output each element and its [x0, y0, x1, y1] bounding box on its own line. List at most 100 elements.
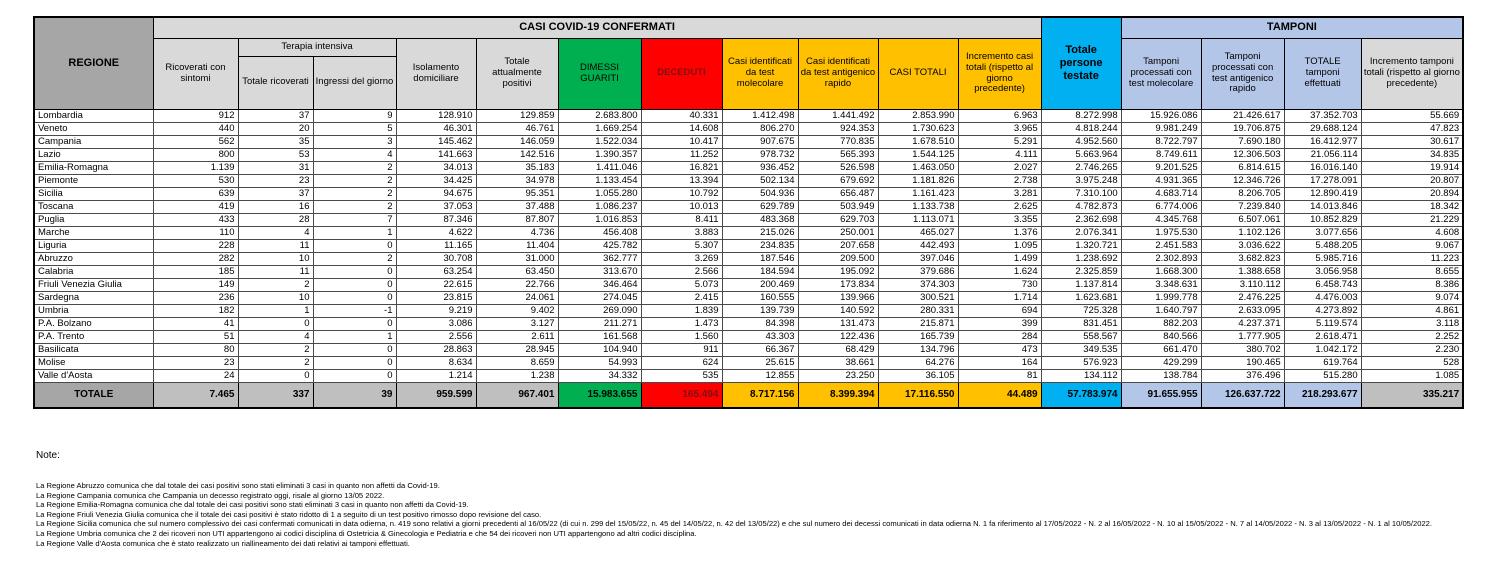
value-cell: 967.401 — [475, 381, 559, 409]
value-cell: 2 — [237, 277, 314, 292]
table-row: P.A. Trento 51 4 1 2.556 2.611 161.568 1.560 43.… — [33, 329, 1464, 344]
value-cell: 526.598 — [797, 160, 879, 175]
value-cell: 907.675 — [721, 134, 799, 149]
region-cell: Umbria — [33, 303, 154, 318]
value-cell: 22.615 — [395, 277, 477, 292]
value-cell: 978.732 — [721, 147, 799, 162]
value-cell: 1.560 — [640, 329, 723, 344]
value-cell: 14.608 — [640, 121, 723, 136]
value-cell: 7.310.100 — [1040, 186, 1122, 201]
covid-report-table: REGIONE CASI COVID-19 CONFERMATI Totale … — [33, 16, 1465, 409]
value-cell: 17.278.091 — [1283, 173, 1362, 188]
value-cell: 24 — [152, 368, 239, 383]
value-cell: 2.618.471 — [1283, 329, 1362, 344]
value-cell: 1.473 — [640, 316, 723, 331]
value-cell: 8.399.394 — [797, 381, 879, 409]
value-cell: 1.320.721 — [1040, 238, 1122, 253]
value-cell: 1.390.357 — [557, 147, 642, 162]
note-line: La Regione Umbria comunica che 2 dei ric… — [36, 528, 697, 538]
note-line: La Regione Sicilia comunica che sul nume… — [36, 519, 1433, 529]
value-cell: 624 — [640, 355, 723, 370]
value-cell: 10.792 — [640, 186, 723, 201]
value-cell: 39 — [312, 381, 397, 409]
value-cell: 2 — [312, 199, 397, 214]
value-cell: 3.077.656 — [1283, 225, 1362, 240]
value-cell: 362.777 — [557, 251, 642, 266]
value-cell: 2.625 — [957, 199, 1042, 214]
region-cell: Piemonte — [33, 173, 154, 188]
value-cell: 80 — [152, 342, 239, 357]
value-cell: 146.059 — [475, 134, 559, 149]
value-cell: 24.061 — [475, 290, 559, 305]
table-row: Sicilia 639 37 2 94.675 95.351 1.055.280 10.792… — [33, 186, 1464, 201]
value-cell: 1.463.050 — [877, 160, 959, 175]
value-cell: 6.963 — [957, 108, 1042, 123]
region-cell: P.A. Bolzano — [33, 316, 154, 331]
value-cell: 41 — [152, 316, 239, 331]
notes-section: Note: La Regione Abruzzo comunica che da… — [36, 450, 1474, 548]
value-cell: 0 — [312, 316, 397, 331]
value-cell: 139.966 — [797, 290, 879, 305]
value-cell: 4.861 — [1360, 303, 1464, 318]
value-cell: 0 — [312, 264, 397, 279]
table-row: Lazio 800 53 4 141.663 142.516 1.390.357 11.252… — [33, 147, 1464, 162]
notes-list: La Regione Abruzzo comunica che dal tota… — [36, 481, 1474, 548]
value-cell: 4.273.892 — [1283, 303, 1362, 318]
value-cell: 165.739 — [877, 329, 959, 344]
value-cell: 131.473 — [797, 316, 879, 331]
value-cell: 0 — [237, 368, 314, 383]
value-cell: 20 — [237, 121, 314, 136]
value-cell: 66.367 — [721, 342, 799, 357]
value-cell: 3.348.631 — [1120, 277, 1202, 292]
value-cell: 535 — [640, 368, 723, 383]
value-cell: 2.738 — [957, 173, 1042, 188]
table-row: Liguria 228 11 0 11.165 11.404 425.782 5.307 234… — [33, 238, 1464, 253]
value-cell: 619.764 — [1283, 355, 1362, 370]
value-cell: 2 — [312, 251, 397, 266]
value-cell: 959.599 — [395, 381, 477, 409]
value-cell: 0 — [312, 277, 397, 292]
value-cell: 149 — [152, 277, 239, 292]
value-cell: 335.217 — [1360, 381, 1464, 409]
value-cell: 8.655 — [1360, 264, 1464, 279]
value-cell: 8.749.611 — [1120, 147, 1202, 162]
value-cell: 565.393 — [797, 147, 879, 162]
value-cell: 1.016.853 — [557, 212, 642, 227]
value-cell: 190.465 — [1200, 355, 1285, 370]
value-cell: 1.133.738 — [877, 199, 959, 214]
region-cell: Sicilia — [33, 186, 154, 201]
value-cell: 8.411 — [640, 212, 723, 227]
value-cell: 1.086.237 — [557, 199, 642, 214]
value-cell: 3.110.112 — [1200, 277, 1285, 292]
value-cell: 21.229 — [1360, 212, 1464, 227]
value-cell: 1.412.498 — [721, 108, 799, 123]
value-cell: 576.923 — [1040, 355, 1122, 370]
value-cell: 19.914 — [1360, 160, 1464, 175]
value-cell: 211.271 — [557, 316, 642, 331]
value-cell: 91.655.955 — [1120, 381, 1202, 409]
value-cell: 11.223 — [1360, 251, 1464, 266]
value-cell: 4.345.768 — [1120, 212, 1202, 227]
value-cell: 16.016.140 — [1283, 160, 1362, 175]
value-cell: 2.476.225 — [1200, 290, 1285, 305]
value-cell: 9.219 — [395, 303, 477, 318]
header-incremento-tamponi: Incremento tamponi totali (rispetto al g… — [1360, 37, 1464, 110]
value-cell: 1.055.280 — [557, 186, 642, 201]
header-incremento-casi-totali: Incremento casi totali (rispetto al gior… — [957, 37, 1042, 110]
band-casi-covid-confermati: CASI COVID-19 CONFERMATI — [152, 16, 1042, 39]
table-row: Toscana 419 16 2 37.053 37.488 1.086.237 10.013… — [33, 199, 1464, 214]
value-cell: 8.722.797 — [1120, 134, 1202, 149]
note-line: La Regione Abruzzo comunica che dal tota… — [36, 481, 440, 490]
total-row: TOTALE 7.465 337 39 959.599 967.401 15.983.655… — [33, 381, 1464, 409]
value-cell: 1.669.254 — [557, 121, 642, 136]
value-cell: 23.250 — [797, 368, 879, 383]
value-cell: 19.706.875 — [1200, 121, 1285, 136]
note-line: La Regione Friuli Venezia Giulia comunic… — [36, 509, 542, 519]
value-cell: 6.814.615 — [1200, 160, 1285, 175]
value-cell: 122.436 — [797, 329, 879, 344]
value-cell: 87.807 — [475, 212, 559, 227]
value-cell: 1.839 — [640, 303, 723, 318]
value-cell: 236 — [152, 290, 239, 305]
value-cell: 3.118 — [1360, 316, 1464, 331]
value-cell: 483.368 — [721, 212, 799, 227]
